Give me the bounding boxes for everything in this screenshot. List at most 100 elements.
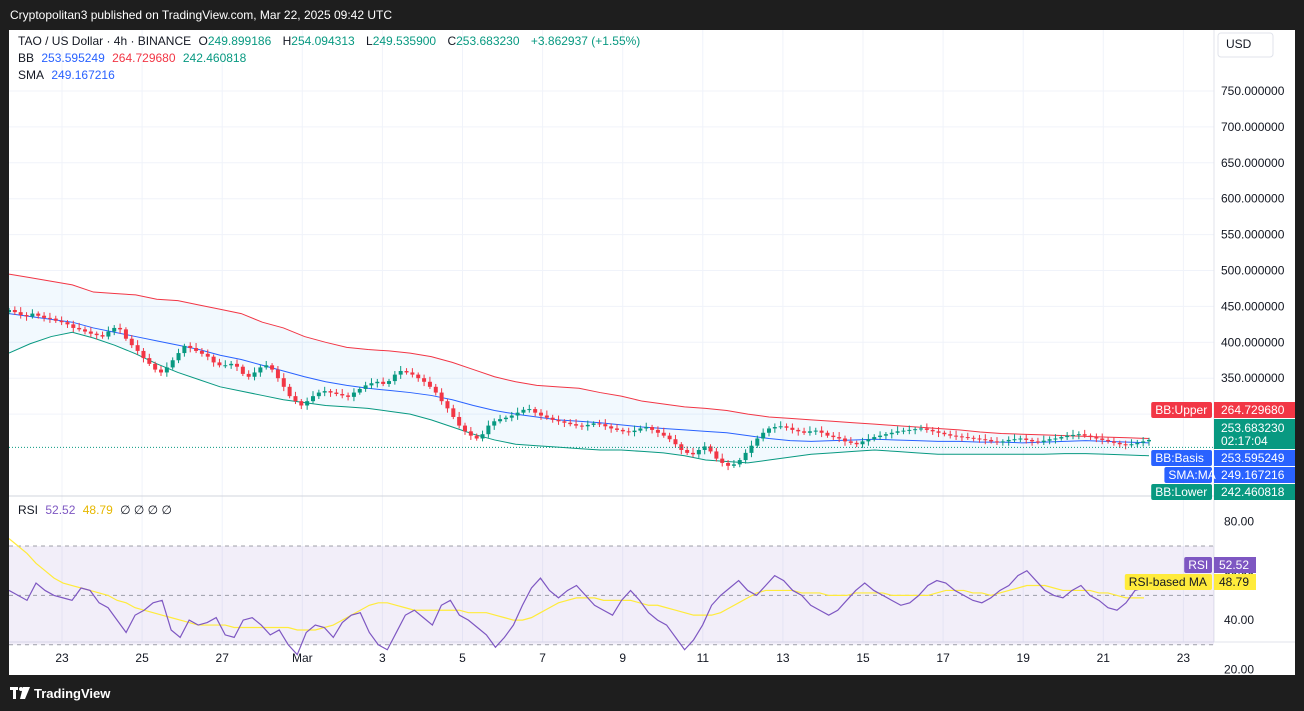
candle — [299, 399, 304, 410]
time-axis-label: 25 — [135, 651, 149, 665]
candle — [1000, 439, 1005, 446]
candle-body — [1065, 435, 1070, 438]
price-label-name: BB:Upper — [1155, 403, 1207, 417]
candle-body — [1147, 439, 1151, 442]
candle — [293, 391, 298, 405]
price-label-value: 253.683230 — [1221, 421, 1285, 435]
candle — [1024, 434, 1029, 444]
candle-body — [919, 428, 923, 430]
candle-body — [889, 432, 894, 435]
bb-legend[interactable]: BB 253.595249 264.729680 242.460818 — [18, 50, 250, 66]
candle — [1018, 435, 1023, 443]
candle — [53, 315, 58, 323]
price-grid — [9, 30, 1214, 642]
candle — [550, 414, 555, 423]
candle — [1076, 431, 1081, 440]
candle-body — [1135, 442, 1140, 445]
candle — [194, 343, 199, 354]
candle — [638, 425, 643, 433]
candle-body — [1000, 441, 1005, 443]
candle — [369, 378, 374, 389]
candle-body — [802, 431, 807, 433]
time-axis-label: 21 — [1097, 651, 1111, 665]
candle-body — [118, 327, 123, 330]
candle — [427, 376, 432, 389]
chart-svg[interactable]: USD 750.000000 700.000000 650.000000 600.000… — [9, 30, 1295, 675]
candle — [229, 360, 234, 369]
candle-body — [217, 362, 222, 366]
price-label-value: 249.167216 — [1221, 468, 1285, 482]
price-tick-label: 600.000000 — [1221, 192, 1285, 206]
candle — [819, 426, 824, 438]
candle-body — [691, 452, 695, 455]
candle-body — [597, 423, 602, 425]
price-label-box — [1214, 484, 1295, 500]
candle — [825, 430, 830, 438]
candle — [971, 435, 976, 442]
candle — [328, 388, 333, 397]
candle-body — [866, 439, 871, 442]
candle — [790, 423, 795, 434]
bb-basis-line — [9, 313, 1150, 444]
candle-body — [562, 421, 567, 423]
rsi-line — [9, 569, 1145, 656]
candle-body — [369, 383, 374, 386]
price-labels: 264.729680BB:Upper253.68323002:17:04253.… — [1151, 402, 1295, 500]
candle — [544, 410, 549, 420]
candle-body — [995, 441, 999, 443]
candle-body — [813, 430, 818, 432]
candle — [1088, 433, 1093, 440]
price-label-value: 264.729680 — [1221, 403, 1285, 417]
price-tick-label: 700.000000 — [1221, 120, 1285, 134]
candle-body — [1012, 439, 1017, 441]
candle-body — [579, 425, 584, 427]
candle — [901, 427, 906, 435]
sma-value: 249.167216 — [51, 68, 115, 82]
candle-body — [305, 401, 310, 406]
candle — [1035, 437, 1040, 445]
candle-body — [913, 429, 918, 431]
rsi-legend[interactable]: RSI 52.52 48.79 ∅ ∅ ∅ ∅ — [18, 502, 176, 518]
candle — [837, 432, 842, 443]
candle — [410, 368, 415, 378]
sma-legend[interactable]: SMA 249.167216 — [18, 67, 119, 83]
candle-body — [42, 315, 47, 318]
candle — [539, 409, 543, 420]
candle-body — [831, 435, 836, 438]
candle-body — [498, 419, 503, 422]
candle-body — [404, 371, 409, 373]
candle — [112, 325, 117, 336]
bb-lower-value: 242.460818 — [182, 51, 247, 65]
candle-body — [59, 320, 64, 323]
candle-body — [568, 422, 573, 425]
candle — [574, 419, 579, 429]
candle-body — [170, 360, 175, 368]
candle — [1041, 435, 1046, 445]
candle — [556, 415, 561, 425]
candle-body — [1117, 442, 1122, 445]
bb-upper-line — [9, 273, 1150, 440]
time-axis-label: 27 — [216, 651, 230, 665]
time-axis-label: 3 — [379, 651, 386, 665]
candle-body — [340, 393, 345, 396]
price-label-box — [1214, 467, 1295, 483]
candle-body — [655, 429, 660, 433]
price-label-name-box — [1151, 484, 1212, 500]
candle-body — [989, 439, 994, 442]
candle-body — [965, 437, 970, 439]
chart-frame[interactable]: USD 750.000000 700.000000 650.000000 600.000… — [9, 30, 1295, 675]
price-label-box — [1214, 450, 1295, 466]
candle — [503, 415, 508, 422]
candle — [1006, 436, 1011, 446]
rsi-scale: 80.0060.0040.0020.0052.52RSI48.79RSI-bas… — [1124, 514, 1256, 675]
candle — [796, 427, 801, 436]
candle — [463, 422, 467, 435]
candle — [18, 307, 23, 319]
candle — [451, 404, 456, 420]
rsi-extra: ∅ ∅ ∅ ∅ — [120, 503, 172, 517]
candle — [720, 453, 725, 467]
rsi-tick-label: 80.00 — [1224, 514, 1254, 528]
candle — [626, 427, 631, 436]
candle-body — [176, 353, 181, 361]
candle — [264, 360, 269, 370]
